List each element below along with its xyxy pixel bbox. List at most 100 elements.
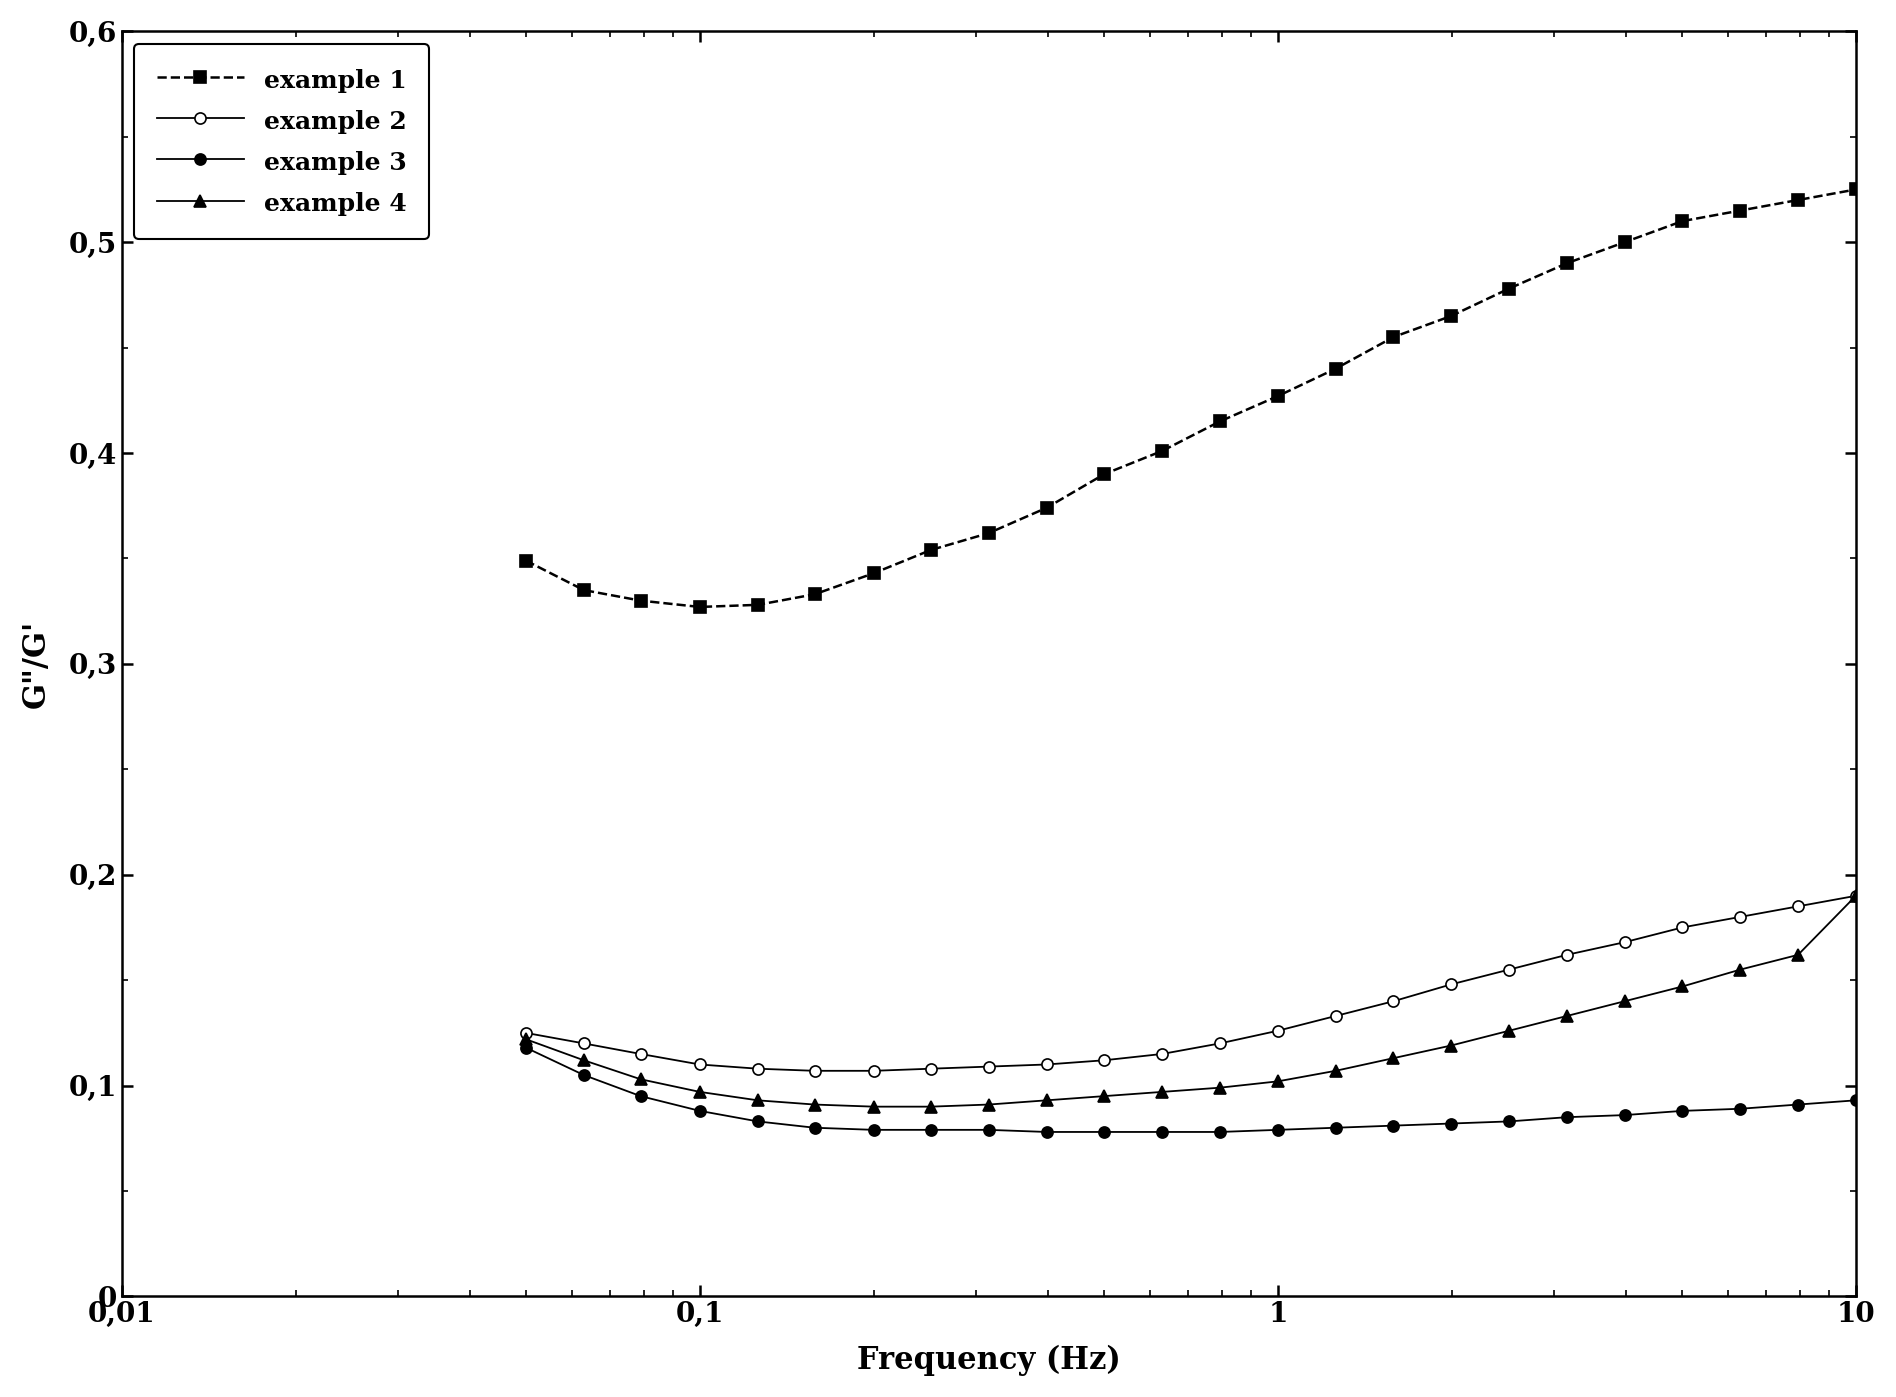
Line: example 1: example 1 (520, 183, 1862, 613)
example 3 (1786, 1097, 1809, 1113)
example 3 (863, 1122, 885, 1139)
example 1 (1208, 414, 1231, 430)
example 1 (1092, 465, 1115, 482)
example 1 (1729, 203, 1752, 219)
example 4 (1670, 978, 1693, 995)
example 2 (1323, 1007, 1346, 1024)
example 1 (514, 552, 537, 569)
example 4 (1323, 1063, 1346, 1080)
example 3 (1555, 1109, 1577, 1126)
example 2 (1555, 946, 1577, 963)
example 1 (976, 525, 999, 542)
example 4 (1729, 961, 1752, 978)
Line: example 4: example 4 (520, 890, 1862, 1112)
example 2 (1613, 933, 1636, 950)
example 4 (1382, 1049, 1405, 1066)
example 3 (1845, 1092, 1868, 1109)
example 3 (1498, 1113, 1521, 1130)
example 4 (863, 1098, 885, 1115)
example 3 (573, 1067, 595, 1084)
example 2 (1498, 961, 1521, 978)
X-axis label: Frequency (Hz): Frequency (Hz) (857, 1345, 1121, 1376)
example 3 (1613, 1106, 1636, 1123)
example 3 (1208, 1123, 1231, 1140)
example 3 (976, 1122, 999, 1139)
example 4 (1208, 1080, 1231, 1097)
example 4 (1498, 1023, 1521, 1039)
example 1 (1670, 212, 1693, 229)
example 1 (1555, 254, 1577, 271)
example 3 (1729, 1101, 1752, 1118)
example 4 (804, 1097, 827, 1113)
example 2 (1786, 898, 1809, 915)
example 3 (688, 1102, 711, 1119)
example 3 (1092, 1123, 1115, 1140)
example 3 (1382, 1118, 1405, 1134)
example 3 (629, 1088, 652, 1105)
example 2 (514, 1024, 537, 1041)
example 4 (747, 1092, 770, 1109)
example 1 (747, 597, 770, 613)
Line: example 3: example 3 (520, 1042, 1862, 1137)
example 4 (1786, 946, 1809, 963)
example 1 (863, 564, 885, 581)
example 2 (976, 1058, 999, 1074)
example 1 (1323, 360, 1346, 377)
example 4 (1555, 1007, 1577, 1024)
example 1 (1845, 182, 1868, 198)
example 2 (629, 1045, 652, 1062)
example 2 (920, 1060, 942, 1077)
example 4 (629, 1071, 652, 1088)
example 1 (1035, 500, 1058, 517)
example 4 (1035, 1092, 1058, 1109)
Line: example 2: example 2 (520, 890, 1862, 1076)
example 2 (1267, 1023, 1289, 1039)
example 2 (573, 1035, 595, 1052)
example 4 (920, 1098, 942, 1115)
Y-axis label: G"/G': G"/G' (21, 620, 51, 708)
example 1 (1267, 388, 1289, 405)
example 2 (1670, 919, 1693, 936)
example 4 (688, 1084, 711, 1101)
example 4 (1151, 1084, 1174, 1101)
example 1 (573, 581, 595, 598)
example 3 (920, 1122, 942, 1139)
example 1 (1439, 307, 1462, 324)
example 4 (514, 1031, 537, 1048)
example 2 (1382, 993, 1405, 1010)
example 2 (1151, 1045, 1174, 1062)
example 2 (688, 1056, 711, 1073)
example 2 (1092, 1052, 1115, 1069)
example 3 (1267, 1122, 1289, 1139)
example 3 (747, 1113, 770, 1130)
example 4 (1845, 887, 1868, 904)
example 3 (1151, 1123, 1174, 1140)
example 1 (1498, 281, 1521, 298)
example 1 (920, 542, 942, 559)
example 2 (1729, 908, 1752, 925)
example 3 (804, 1119, 827, 1136)
example 3 (514, 1039, 537, 1056)
example 1 (1786, 191, 1809, 208)
example 4 (1439, 1037, 1462, 1053)
example 3 (1035, 1123, 1058, 1140)
example 4 (573, 1052, 595, 1069)
example 1 (1613, 233, 1636, 250)
example 2 (1208, 1035, 1231, 1052)
example 3 (1323, 1119, 1346, 1136)
example 1 (688, 598, 711, 615)
Legend: example 1, example 2, example 3, example 4: example 1, example 2, example 3, example… (135, 43, 430, 239)
example 1 (1382, 328, 1405, 345)
example 4 (976, 1097, 999, 1113)
example 2 (1845, 887, 1868, 904)
example 1 (804, 585, 827, 602)
example 2 (863, 1063, 885, 1080)
example 1 (629, 592, 652, 609)
example 4 (1613, 993, 1636, 1010)
example 3 (1439, 1115, 1462, 1132)
example 2 (1439, 977, 1462, 993)
example 1 (1151, 443, 1174, 460)
example 2 (804, 1063, 827, 1080)
example 4 (1267, 1073, 1289, 1090)
example 4 (1092, 1088, 1115, 1105)
